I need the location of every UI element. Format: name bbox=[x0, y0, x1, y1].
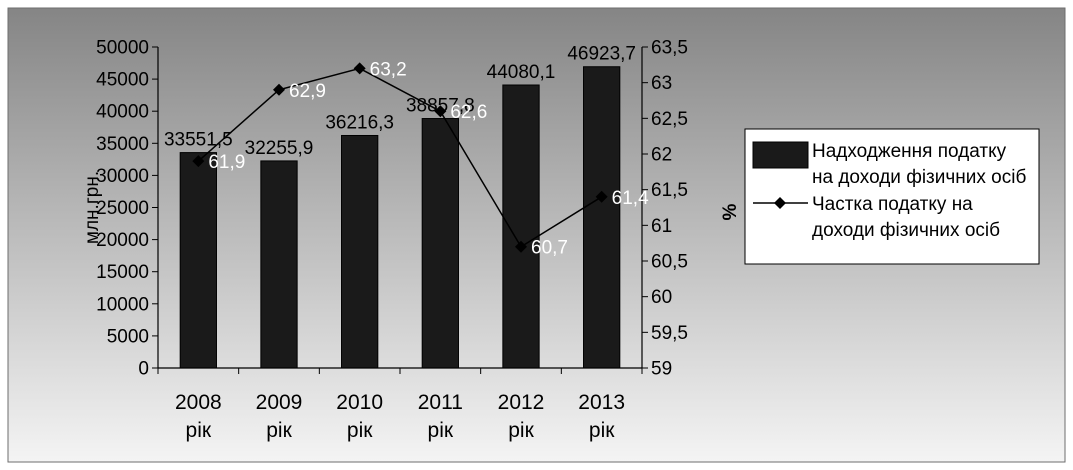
axes-group: 0 5000 10000 15000 20000 25000 30000 35000 40000… bbox=[82, 38, 741, 443]
y-right-tick-label: 61 bbox=[651, 216, 672, 237]
y-right-tick-label: 62 bbox=[651, 145, 672, 166]
bar-2009 bbox=[260, 160, 298, 369]
bar-value-label: 32255,9 bbox=[245, 138, 314, 159]
y-axis-left-title: млн.грн. bbox=[82, 171, 103, 244]
legend-bar-swatch bbox=[752, 141, 809, 169]
line-value-label: 61,4 bbox=[612, 188, 649, 209]
y-right-tick-label: 60,5 bbox=[651, 252, 688, 273]
y-left-tick-label: 35000 bbox=[96, 134, 149, 155]
x-tick-year: 2012 bbox=[498, 391, 545, 414]
x-tick-label: 2008 рік bbox=[175, 391, 222, 442]
x-tick-suffix: рік bbox=[428, 419, 454, 442]
bar-value-label: 38857,8 bbox=[406, 96, 475, 117]
bar-value-label: 33551,5 bbox=[164, 130, 233, 151]
bars-group bbox=[179, 66, 621, 369]
x-tick-label: 2009 рік bbox=[256, 391, 303, 442]
bar-value-label: 36216,3 bbox=[325, 112, 394, 133]
y-left-tick-label: 50000 bbox=[96, 38, 149, 59]
legend: Надходження податку на доходи фізичних ос… bbox=[744, 128, 1040, 265]
line-value-label: 61,9 bbox=[208, 152, 245, 173]
y-left-tick-label: 45000 bbox=[96, 70, 149, 91]
y-left-tick-label: 25000 bbox=[96, 198, 149, 219]
y-right-tick-label: 61,5 bbox=[651, 180, 688, 201]
line-value-label: 63,2 bbox=[370, 59, 407, 80]
bar-2008 bbox=[179, 152, 217, 369]
x-tick-suffix: рік bbox=[508, 419, 534, 442]
x-tick-suffix: рік bbox=[589, 419, 615, 442]
y-right-tick-label: 63,5 bbox=[651, 38, 688, 59]
y-right-tick-label: 63 bbox=[651, 73, 672, 94]
x-tick-year: 2009 bbox=[256, 391, 303, 414]
bar-2011 bbox=[421, 118, 459, 369]
y-right-tick-label: 62,5 bbox=[651, 109, 688, 130]
legend-bar-label: на доходи фізичних осіб bbox=[812, 167, 1026, 188]
y-left-tick-label: 30000 bbox=[96, 166, 149, 187]
y-left-tick-label: 5000 bbox=[107, 326, 149, 347]
x-tick-label: 2010 рік bbox=[336, 391, 383, 442]
line-point-2011 bbox=[434, 105, 447, 118]
x-tick-suffix: рік bbox=[186, 419, 212, 442]
y-left-tick-label: 20000 bbox=[96, 230, 149, 251]
line-point-2010 bbox=[353, 62, 366, 75]
x-tick-year: 2010 bbox=[336, 391, 383, 414]
y-left-tick-label: 0 bbox=[138, 359, 149, 380]
x-tick-year: 2011 bbox=[418, 391, 463, 414]
legend-line-marker bbox=[774, 197, 786, 209]
legend-line-label: Частка податку на bbox=[812, 194, 973, 215]
y-right-tick-label: 59 bbox=[651, 359, 672, 380]
line-series-group bbox=[192, 62, 608, 253]
bar-2012 bbox=[502, 84, 540, 369]
line-point-2013 bbox=[595, 190, 608, 203]
y-axis-right-title: % bbox=[720, 203, 741, 220]
line-point-2009 bbox=[273, 83, 285, 96]
y-left-tick-label: 40000 bbox=[96, 102, 149, 123]
x-tick-year: 2008 bbox=[175, 391, 222, 414]
x-tick-label: 2011 рік bbox=[418, 391, 463, 442]
line-value-label: 62,9 bbox=[289, 81, 326, 102]
x-tick-year: 2013 bbox=[578, 391, 625, 414]
y-right-tick-label: 59,5 bbox=[651, 323, 688, 344]
bar-2013 bbox=[583, 66, 621, 369]
bar-value-label: 44080,1 bbox=[487, 62, 556, 83]
legend-bar-label: Надходження податку bbox=[812, 141, 1007, 162]
bar-2010 bbox=[341, 134, 379, 369]
line-value-label: 62,6 bbox=[450, 102, 487, 123]
line-point-2012 bbox=[515, 240, 527, 253]
y-left-tick-label: 10000 bbox=[96, 294, 149, 315]
x-tick-label: 2013 рік bbox=[578, 391, 625, 442]
y-left-tick-label: 15000 bbox=[96, 262, 149, 283]
line-point-2008 bbox=[192, 155, 205, 168]
x-tick-label: 2012 рік bbox=[498, 391, 545, 442]
data-labels-group: 33551,5 32255,9 36216,3 38857,8 44080,1 46923… bbox=[164, 44, 649, 259]
x-tick-suffix: рік bbox=[347, 419, 373, 442]
y-right-tick-label: 60 bbox=[651, 287, 672, 308]
bar-value-label: 46923,7 bbox=[567, 44, 636, 65]
line-value-label: 60,7 bbox=[531, 238, 568, 259]
x-tick-suffix: рік bbox=[266, 419, 292, 442]
legend-line-label: доходи фізичних осіб bbox=[812, 220, 1000, 241]
line-series-path bbox=[197, 67, 603, 248]
